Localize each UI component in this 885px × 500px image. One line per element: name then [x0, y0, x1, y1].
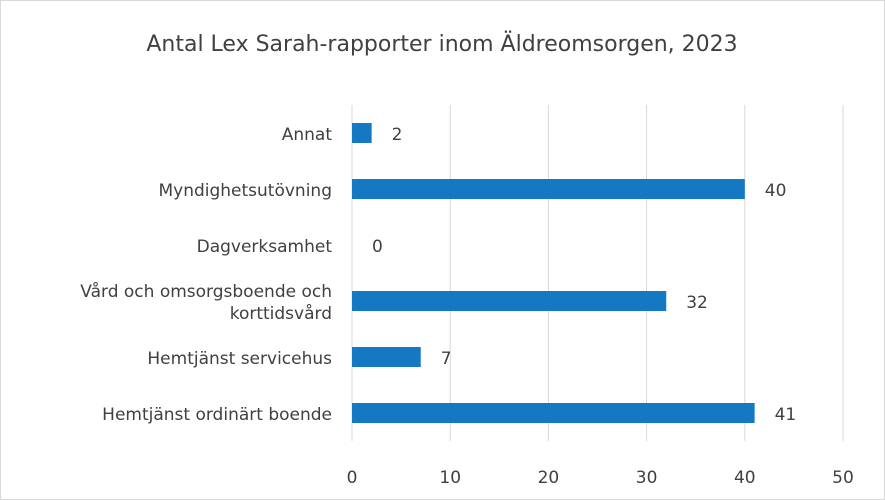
data-label: 41	[775, 405, 797, 425]
x-tick-label: 50	[832, 468, 854, 488]
data-label: 0	[372, 237, 383, 257]
data-label: 2	[392, 125, 403, 145]
data-label: 32	[686, 293, 708, 313]
bar	[352, 179, 745, 199]
x-tick-label: 20	[538, 468, 560, 488]
y-tick-label: Dagverksamhet	[196, 237, 332, 257]
data-label: 7	[441, 349, 452, 369]
x-tick-label: 0	[347, 468, 358, 488]
bar	[352, 403, 755, 423]
x-tick-label: 10	[439, 468, 461, 488]
bar	[352, 123, 372, 143]
x-tick-label: 40	[734, 468, 756, 488]
y-tick-label: Hemtjänst servicehus	[147, 349, 332, 369]
x-tick-label: 30	[636, 468, 658, 488]
chart-title: Antal Lex Sarah-rapporter inom Äldreomso…	[146, 31, 737, 57]
y-tick-label: Hemtjänst ordinärt boende	[102, 405, 332, 425]
y-tick-label: Vård och omsorgsboende och korttidsvård	[80, 282, 332, 324]
y-tick-label: Annat	[281, 125, 332, 145]
bar	[352, 347, 421, 367]
data-label: 40	[765, 181, 787, 201]
y-tick-label: Myndighetsutövning	[158, 181, 332, 201]
bar	[352, 291, 667, 311]
